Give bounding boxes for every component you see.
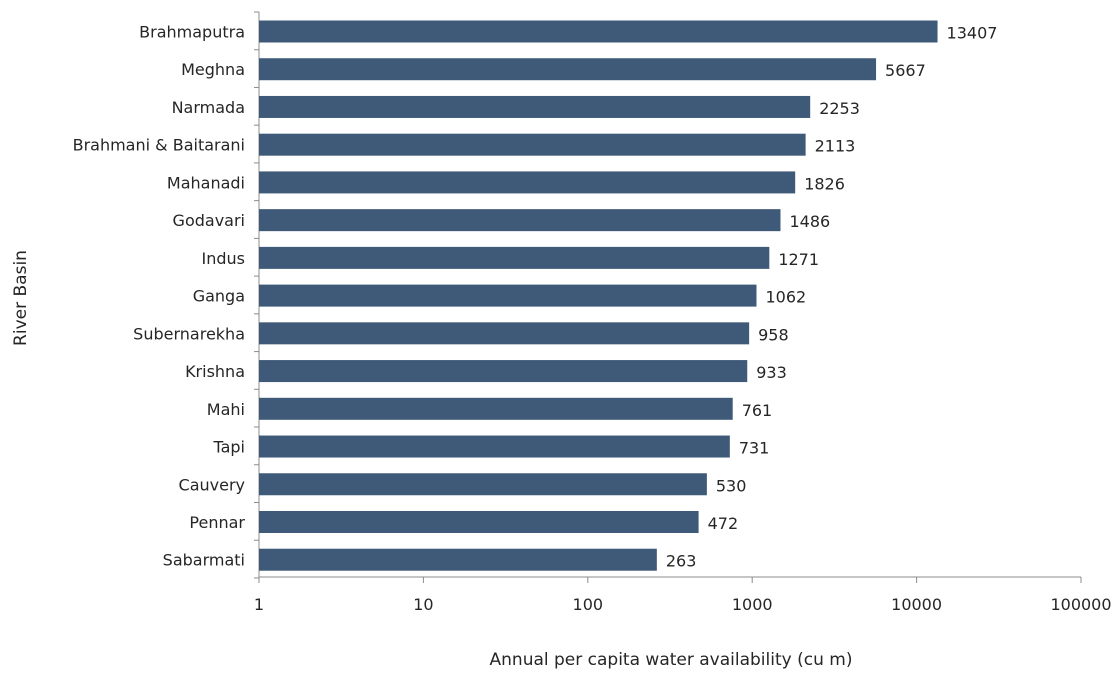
bar: [259, 284, 757, 307]
x-axis-title: Annual per capita water availability (cu…: [490, 650, 853, 670]
bar: [259, 95, 811, 118]
category-label: Cauvery: [179, 475, 245, 494]
data-label: 5667: [885, 61, 926, 80]
category-label: Krishna: [185, 362, 245, 381]
category-label: Indus: [202, 249, 246, 268]
bars: [259, 20, 938, 571]
x-tick-label: 100: [573, 595, 604, 614]
bar: [259, 171, 796, 194]
category-label: Sabarmati: [163, 551, 245, 570]
x-tick-label: 1: [254, 595, 264, 614]
bar: [259, 20, 938, 43]
data-label: 1486: [789, 212, 830, 231]
category-label: Ganga: [193, 287, 245, 306]
bar: [259, 510, 699, 533]
bar: [259, 548, 657, 571]
bar: [259, 133, 806, 156]
y-axis-title: River Basin: [11, 250, 31, 346]
category-label: Subernarekha: [133, 324, 245, 343]
data-label: 1271: [778, 250, 819, 269]
data-label: 761: [742, 401, 773, 420]
data-label: 530: [716, 476, 747, 495]
bar: [259, 473, 707, 496]
bar: [259, 397, 733, 420]
bar: [259, 209, 781, 232]
bar: [259, 435, 730, 458]
category-label: Brahmaputra: [139, 23, 245, 42]
data-label: 1826: [804, 174, 845, 193]
data-label: 933: [756, 363, 787, 382]
x-tick-label: 10: [413, 595, 433, 614]
labels: 1 10 100 1000 10000 100000 Brahmaputra 13407 Meg…: [73, 23, 1112, 615]
category-label: Pennar: [189, 513, 245, 532]
x-tick-label: 100000: [1050, 595, 1111, 614]
category-label: Godavari: [173, 211, 245, 230]
bar: [259, 322, 750, 345]
data-label: 13407: [947, 24, 998, 43]
data-label: 472: [708, 514, 739, 533]
data-label: 958: [758, 325, 789, 344]
data-label: 731: [739, 439, 770, 458]
category-label: Mahanadi: [167, 173, 245, 192]
bar: [259, 58, 877, 81]
category-label: Narmada: [172, 98, 245, 117]
x-tick-label: 1000: [732, 595, 773, 614]
category-label: Tapi: [212, 438, 245, 457]
data-label: 2253: [819, 99, 860, 118]
category-label: Mahi: [207, 400, 245, 419]
data-label: 2113: [815, 137, 856, 156]
x-tick-label: 10000: [891, 595, 942, 614]
category-label: Meghna: [181, 60, 245, 79]
data-label: 1062: [765, 288, 806, 307]
category-label: Brahmani & Baitarani: [73, 136, 245, 155]
bar: [259, 246, 770, 269]
data-label: 263: [666, 552, 697, 571]
bar: [259, 360, 748, 383]
